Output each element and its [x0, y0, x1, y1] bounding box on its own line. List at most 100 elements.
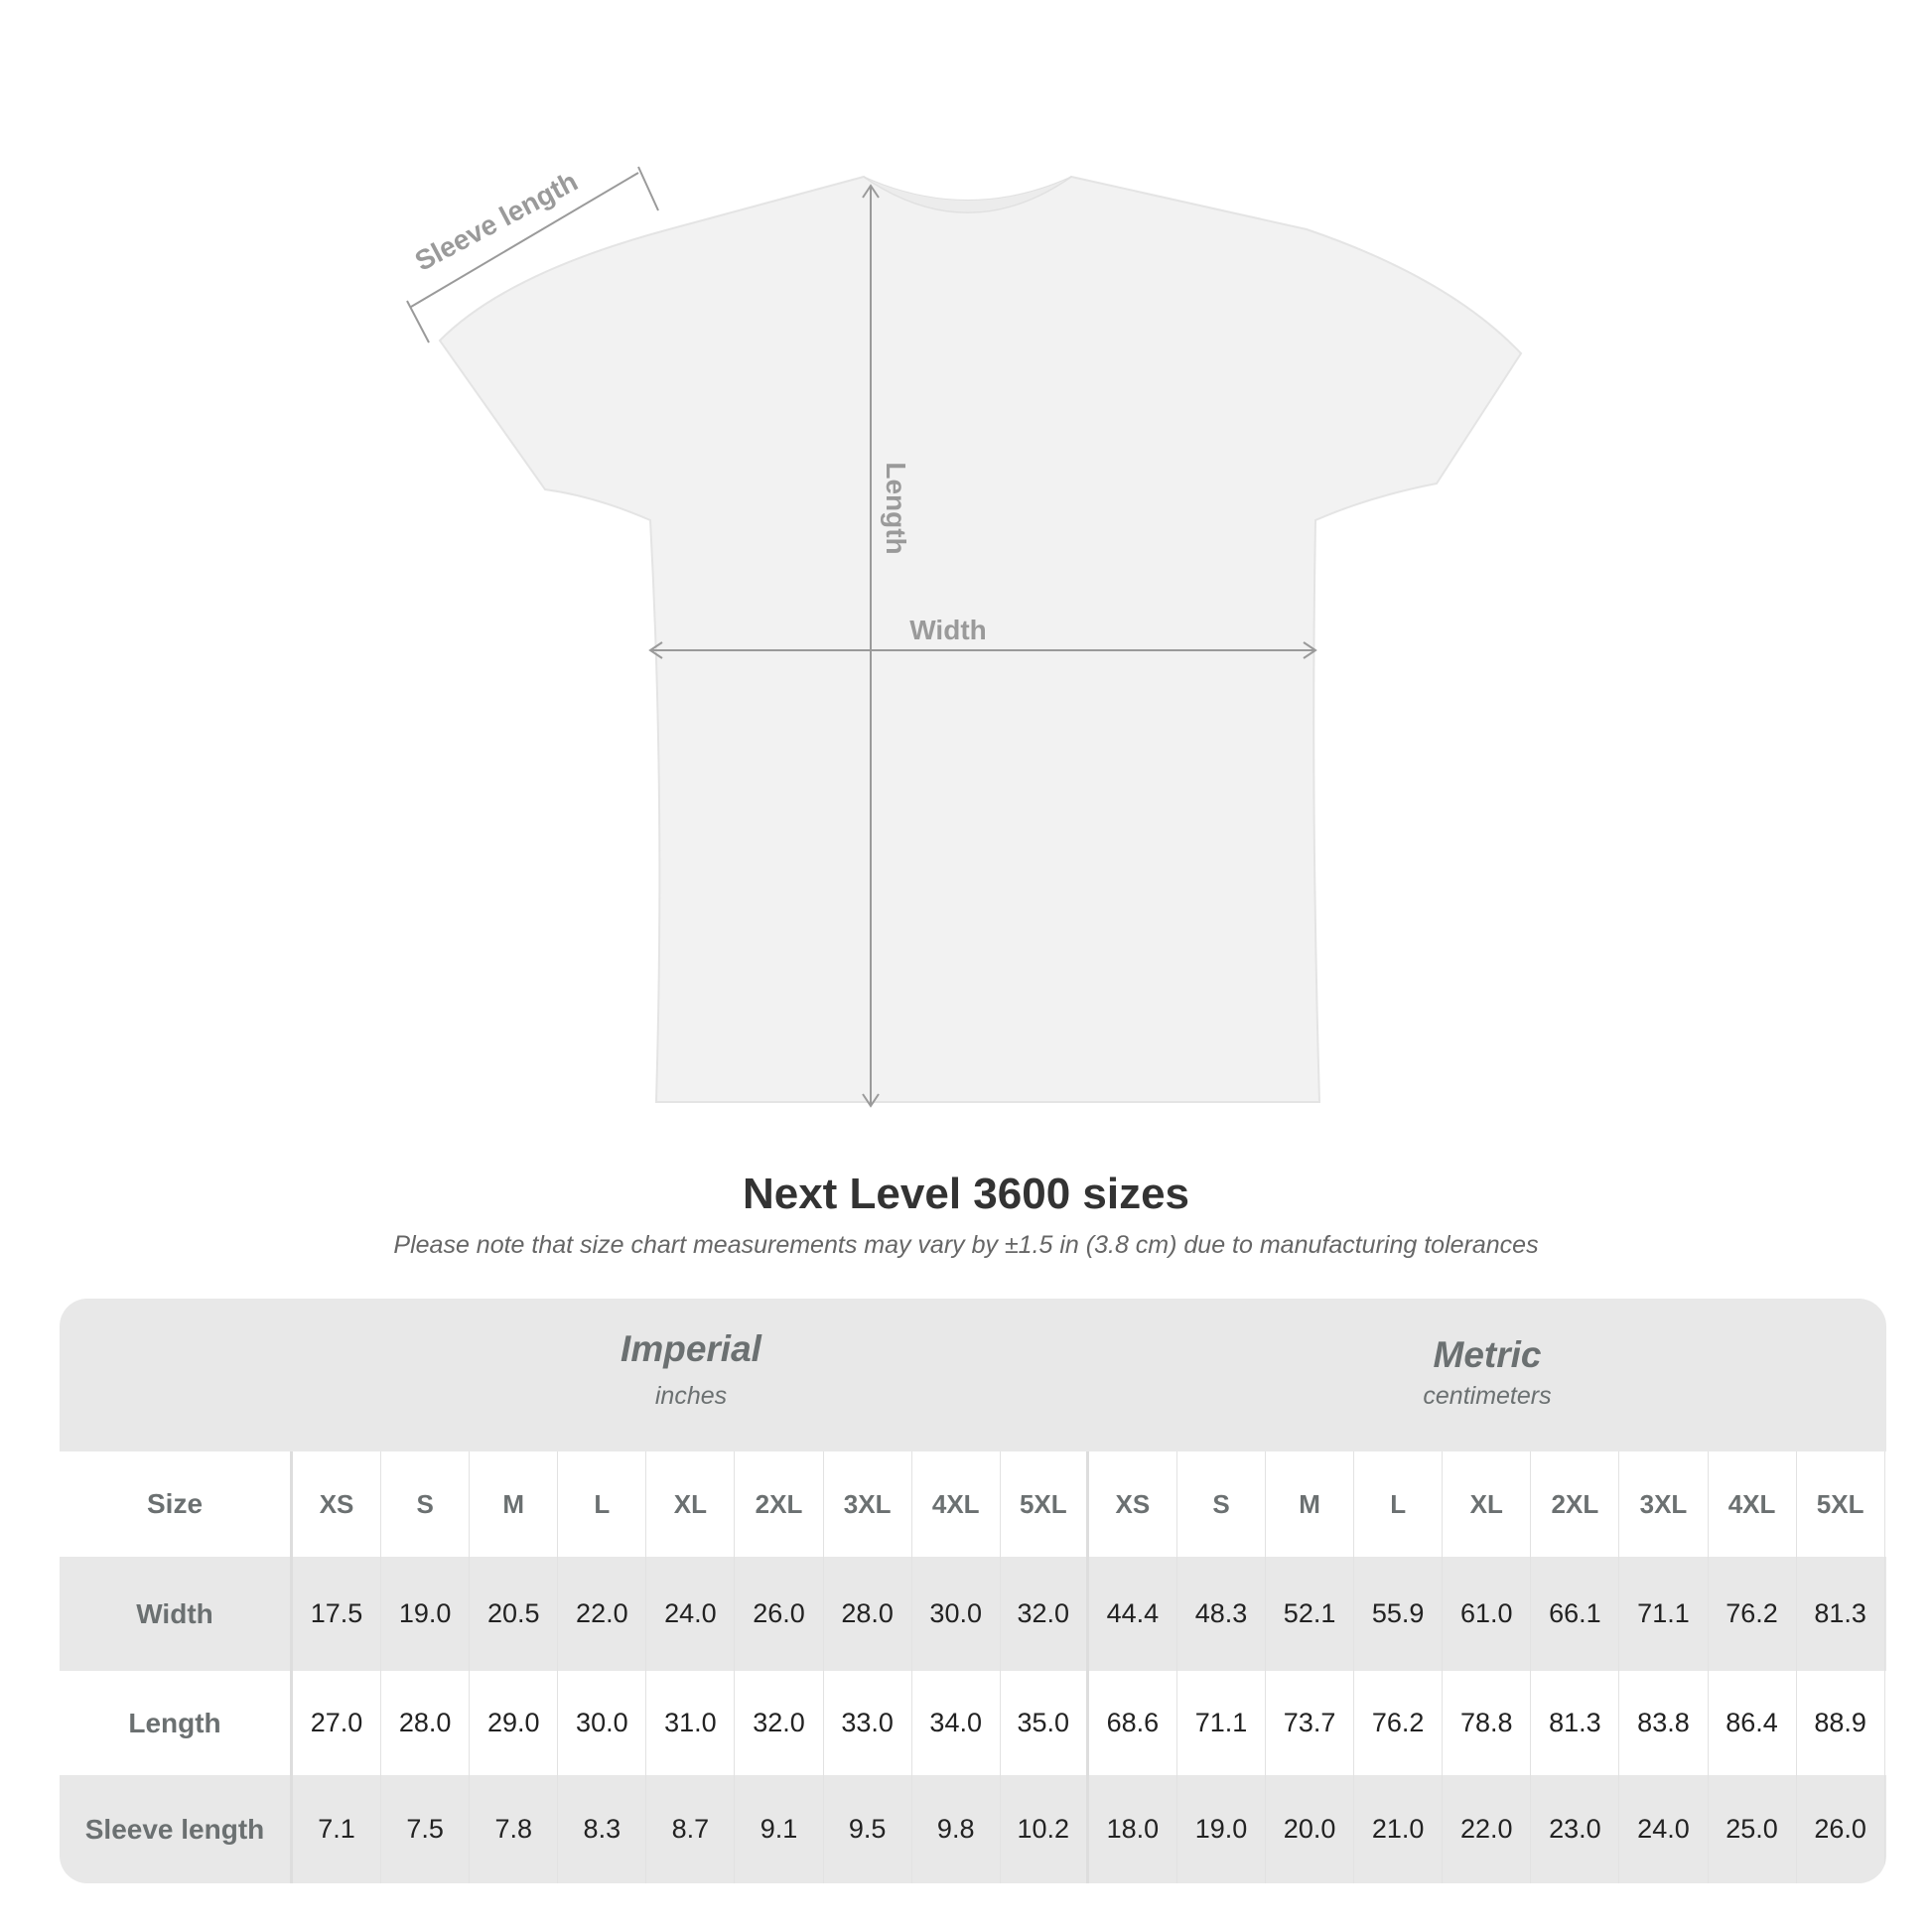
metric-cell: 25.0	[1709, 1775, 1797, 1883]
imperial-cell: 27.0	[293, 1671, 382, 1775]
imperial-cell: 20.5	[470, 1557, 559, 1671]
size-header-4XL: 4XL	[912, 1451, 1001, 1557]
metric-cell: 86.4	[1709, 1671, 1797, 1775]
imperial-cell: 31.0	[646, 1671, 736, 1775]
imperial-cell: 30.0	[558, 1671, 647, 1775]
row-label: Width	[60, 1557, 293, 1671]
size-header-L: L	[558, 1451, 647, 1557]
size-header-3XL: 3XL	[1619, 1451, 1709, 1557]
imperial-cell: 26.0	[735, 1557, 824, 1671]
metric-cell: 73.7	[1266, 1671, 1355, 1775]
size-table: Imperial inches Metric centimeters Size X…	[60, 1299, 1886, 1883]
metric-cell: 76.2	[1709, 1557, 1797, 1671]
metric-title: Metric	[1433, 1334, 1542, 1375]
size-header-L: L	[1354, 1451, 1444, 1557]
metric-header: Metric centimeters	[1089, 1334, 1885, 1411]
size-header-3XL: 3XL	[824, 1451, 912, 1557]
metric-cell: 52.1	[1266, 1557, 1355, 1671]
tshirt-diagram: Sleeve length Length Width	[406, 166, 1523, 1108]
size-header-5XL: 5XL	[1001, 1451, 1089, 1557]
imperial-cell: 29.0	[470, 1671, 559, 1775]
sleeve-arrow-tick-right	[637, 166, 659, 211]
imperial-cell: 32.0	[735, 1671, 824, 1775]
imperial-cell: 28.0	[381, 1671, 471, 1775]
metric-cell: 88.9	[1797, 1671, 1885, 1775]
table-row: Length 27.0 28.0 29.0 30.0 31.0 32.0 33.0 34.0 35…	[60, 1671, 1886, 1775]
imperial-cell: 7.8	[470, 1775, 559, 1883]
table-row: Sleeve length 7.1 7.5 7.8 8.3 8.7 9.1 9.5 9.8 10.…	[60, 1775, 1886, 1883]
size-header-M: M	[470, 1451, 559, 1557]
imperial-cell: 7.1	[293, 1775, 382, 1883]
metric-unit: centimeters	[1423, 1382, 1552, 1410]
row-label: Length	[60, 1671, 293, 1775]
size-label: Size	[60, 1451, 293, 1557]
imperial-cell: 8.3	[558, 1775, 647, 1883]
length-label: Length	[881, 462, 911, 554]
width-arrow-head-right	[1303, 641, 1317, 659]
metric-cell: 55.9	[1354, 1557, 1444, 1671]
table-header-band	[60, 1299, 1886, 1451]
imperial-cell: 7.5	[381, 1775, 471, 1883]
imperial-cell: 33.0	[824, 1671, 912, 1775]
size-header-XS: XS	[1089, 1451, 1177, 1557]
metric-cell: 71.1	[1177, 1671, 1267, 1775]
imperial-cell: 34.0	[912, 1671, 1001, 1775]
width-label: Width	[909, 615, 987, 645]
imperial-cell: 35.0	[1001, 1671, 1089, 1775]
imperial-cell: 28.0	[824, 1557, 912, 1671]
metric-cell: 24.0	[1619, 1775, 1709, 1883]
size-header-2XL: 2XL	[735, 1451, 824, 1557]
metric-cell: 61.0	[1443, 1557, 1532, 1671]
metric-cell: 81.3	[1531, 1671, 1620, 1775]
imperial-cell: 8.7	[646, 1775, 736, 1883]
imperial-cell: 9.8	[912, 1775, 1001, 1883]
imperial-header: Imperial inches	[293, 1328, 1089, 1411]
metric-cell: 76.2	[1354, 1671, 1444, 1775]
row-label: Sleeve length	[60, 1775, 293, 1883]
size-header-XL: XL	[1443, 1451, 1532, 1557]
metric-cell: 83.8	[1619, 1671, 1709, 1775]
metric-cell: 48.3	[1177, 1557, 1267, 1671]
size-header-row: Size XS S M L XL 2XL 3XL 4XL 5XL XS S M L XL 2XL 3XL 4XL 5…	[60, 1451, 1886, 1557]
imperial-cell: 22.0	[558, 1557, 647, 1671]
length-arrow-head-bottom	[862, 1093, 880, 1108]
table-row: Width 17.5 19.0 20.5 22.0 24.0 26.0 28.0 30.0 32.…	[60, 1557, 1886, 1671]
size-header-XL: XL	[646, 1451, 736, 1557]
size-header-5XL: 5XL	[1797, 1451, 1885, 1557]
tshirt-shape	[438, 175, 1523, 1103]
metric-cell: 22.0	[1443, 1775, 1532, 1883]
imperial-cell: 19.0	[381, 1557, 471, 1671]
imperial-cell: 10.2	[1001, 1775, 1089, 1883]
metric-cell: 78.8	[1443, 1671, 1532, 1775]
tolerance-note: Please note that size chart measurements…	[393, 1231, 1539, 1259]
size-header-S: S	[381, 1451, 471, 1557]
metric-cell: 81.3	[1797, 1557, 1885, 1671]
size-header-2XL: 2XL	[1531, 1451, 1620, 1557]
metric-cell: 44.4	[1089, 1557, 1177, 1671]
imperial-unit: inches	[654, 1382, 728, 1410]
imperial-cell: 30.0	[912, 1557, 1001, 1671]
size-header-XS: XS	[293, 1451, 382, 1557]
size-header-4XL: 4XL	[1709, 1451, 1797, 1557]
sleeve-arrow-tick-left	[406, 300, 430, 344]
metric-cell: 20.0	[1266, 1775, 1355, 1883]
imperial-cell: 9.5	[824, 1775, 912, 1883]
width-arrow-head-left	[648, 641, 663, 659]
imperial-title: Imperial	[621, 1328, 761, 1369]
size-header-M: M	[1266, 1451, 1355, 1557]
metric-cell: 71.1	[1619, 1557, 1709, 1671]
imperial-cell: 32.0	[1001, 1557, 1089, 1671]
imperial-cell: 9.1	[735, 1775, 824, 1883]
metric-cell: 26.0	[1797, 1775, 1885, 1883]
metric-cell: 18.0	[1089, 1775, 1177, 1883]
collar	[863, 176, 1072, 213]
metric-cell: 19.0	[1177, 1775, 1267, 1883]
length-arrow-head-top	[862, 184, 880, 199]
imperial-cell: 24.0	[646, 1557, 736, 1671]
metric-cell: 21.0	[1354, 1775, 1444, 1883]
page-title: Next Level 3600 sizes	[742, 1170, 1190, 1218]
metric-cell: 68.6	[1089, 1671, 1177, 1775]
metric-cell: 23.0	[1531, 1775, 1620, 1883]
metric-cell: 66.1	[1531, 1557, 1620, 1671]
sleeve-arrow	[410, 172, 639, 308]
